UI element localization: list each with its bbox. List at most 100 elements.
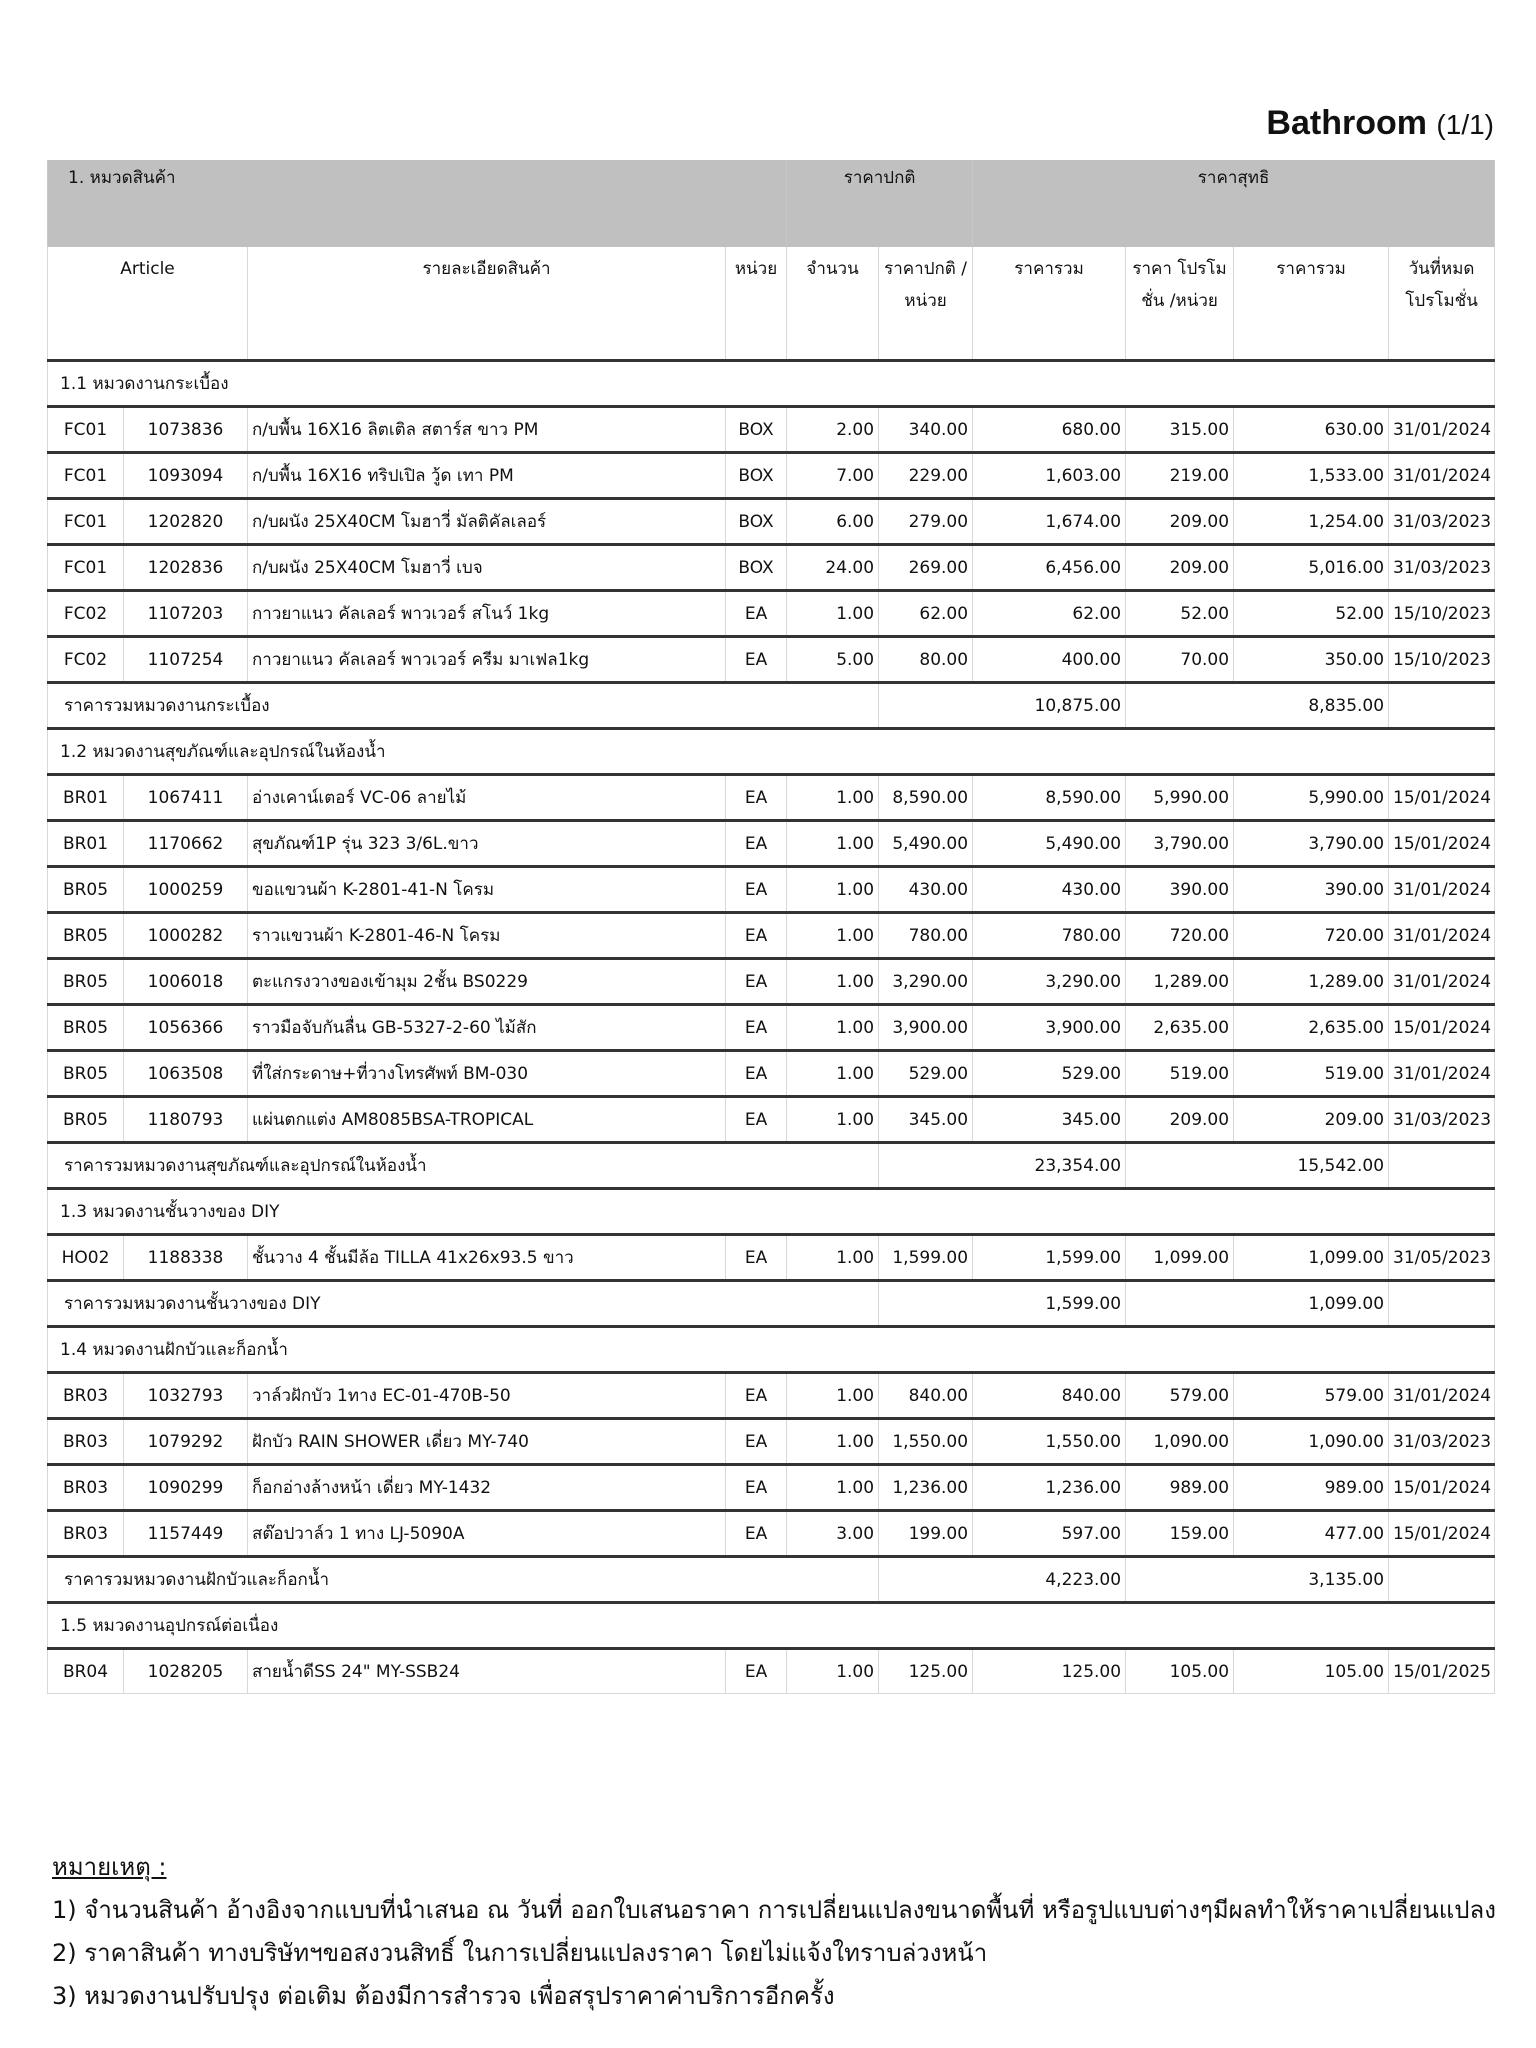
quantity: 24.00 bbox=[786, 544, 880, 592]
quantity: 6.00 bbox=[786, 498, 880, 546]
regular-unit-price: 430.00 bbox=[878, 866, 974, 914]
promo-end-date: 31/03/2023 bbox=[1388, 1418, 1496, 1466]
regular-total: 597.00 bbox=[972, 1510, 1127, 1558]
net-total: 1,254.00 bbox=[1233, 498, 1390, 546]
article-code: 1073836 bbox=[123, 406, 248, 454]
table-row: BR05 1006018 ตะแกรงวางของเข้ามุม 2ชั้น BS0… bbox=[47, 958, 1496, 1006]
unit: BOX bbox=[724, 452, 788, 500]
article-code: 1000282 bbox=[123, 912, 248, 960]
net-total: 1,090.00 bbox=[1233, 1418, 1390, 1466]
section-header: 1.1 หมวดงานกระเบื้อง bbox=[46, 360, 1496, 408]
table-row: FC01 1202820 ก/บผนัง 25X40CM โมฮาวี่ มัลติ… bbox=[47, 498, 1496, 546]
table-row: BR05 1056366 ราวมือจับกันลื่น GB-5327-2-60… bbox=[47, 1004, 1496, 1052]
promo-end-date: 15/01/2024 bbox=[1388, 1004, 1496, 1052]
promo-unit-price: 989.00 bbox=[1125, 1464, 1235, 1512]
unit: BOX bbox=[724, 544, 788, 592]
category-code: BR05 bbox=[47, 1050, 124, 1098]
article-code: 1090299 bbox=[123, 1464, 248, 1512]
group-regular-price: ราคาปกติ bbox=[786, 160, 974, 247]
article-code: 1032793 bbox=[123, 1372, 248, 1420]
article-code: 1157449 bbox=[123, 1510, 248, 1558]
unit: EA bbox=[724, 1510, 788, 1558]
promo-end-date: 31/05/2023 bbox=[1388, 1234, 1496, 1282]
net-total: 5,990.00 bbox=[1233, 774, 1390, 822]
net-total: 477.00 bbox=[1233, 1510, 1390, 1558]
quantity: 1.00 bbox=[786, 958, 880, 1006]
subtotal-regular: 1,599.00 bbox=[878, 1280, 1127, 1328]
quantity: 1.00 bbox=[786, 1648, 880, 1694]
section-title: 1.1 หมวดงานกระเบื้อง bbox=[46, 360, 1496, 408]
regular-total: 1,599.00 bbox=[972, 1234, 1127, 1282]
subtotal-net: 1,099.00 bbox=[1125, 1280, 1390, 1328]
table-row: HO02 1188338 ชั้นวาง 4 ชั้นมีล้อ TILLA 41x… bbox=[47, 1234, 1496, 1282]
regular-total: 840.00 bbox=[972, 1372, 1127, 1420]
regular-total: 680.00 bbox=[972, 406, 1127, 454]
description: ที่ใส่กระดาษ+ที่วางโทรศัพท์ BM-030 bbox=[247, 1050, 726, 1098]
promo-unit-price: 579.00 bbox=[1125, 1372, 1235, 1420]
description: วาล์วฝักบัว 1ทาง EC-01-470B-50 bbox=[247, 1372, 726, 1420]
regular-unit-price: 5,490.00 bbox=[878, 820, 974, 868]
notes: หมายเหตุ : 1) จำนวนสินค้า อ้างอิงจากแบบท… bbox=[52, 1846, 1496, 2018]
unit: EA bbox=[724, 1648, 788, 1694]
category-code: FC01 bbox=[47, 406, 124, 454]
promo-unit-price: 1,099.00 bbox=[1125, 1234, 1235, 1282]
promo-end-date: 31/01/2024 bbox=[1388, 406, 1496, 454]
header-band: 1. หมวดสินค้า ราคาปกติ ราคาสุทธิ bbox=[46, 160, 1496, 247]
category-code: BR05 bbox=[47, 866, 124, 914]
subtotal-regular: 10,875.00 bbox=[878, 682, 1127, 730]
regular-unit-price: 8,590.00 bbox=[878, 774, 974, 822]
promo-unit-price: 70.00 bbox=[1125, 636, 1235, 684]
regular-unit-price: 62.00 bbox=[878, 590, 974, 638]
regular-total: 8,590.00 bbox=[972, 774, 1127, 822]
promo-end-date: 31/01/2024 bbox=[1388, 912, 1496, 960]
quantity: 1.00 bbox=[786, 1096, 880, 1144]
unit: EA bbox=[724, 820, 788, 868]
quantity: 1.00 bbox=[786, 866, 880, 914]
regular-total: 1,550.00 bbox=[972, 1418, 1127, 1466]
promo-unit-price: 159.00 bbox=[1125, 1510, 1235, 1558]
unit: EA bbox=[724, 912, 788, 960]
promo-end-date: 15/01/2024 bbox=[1388, 774, 1496, 822]
promo-end-date: 31/03/2023 bbox=[1388, 1096, 1496, 1144]
section-header: 1.3 หมวดงานชั้นวางของ DIY bbox=[46, 1188, 1496, 1236]
quantity: 1.00 bbox=[786, 1050, 880, 1098]
section-header: 1.2 หมวดงานสุขภัณฑ์และอุปกรณ์ในห้องน้ำ bbox=[46, 728, 1496, 776]
article-code: 1170662 bbox=[123, 820, 248, 868]
regular-unit-price: 269.00 bbox=[878, 544, 974, 592]
article-code: 1063508 bbox=[123, 1050, 248, 1098]
quantity: 3.00 bbox=[786, 1510, 880, 1558]
subtotal-net: 8,835.00 bbox=[1125, 682, 1390, 730]
table-row: BR03 1090299 ก็อกอ่างล้างหน้า เดี่ยว MY-14… bbox=[47, 1464, 1496, 1512]
table-row: FC01 1073836 ก/บพื้น 16X16 ลิตเติล สตาร์ส … bbox=[47, 406, 1496, 454]
description: กาวยาแนว คัลเลอร์ พาวเวอร์ สโนว์ 1kg bbox=[247, 590, 726, 638]
regular-total: 6,456.00 bbox=[972, 544, 1127, 592]
net-total: 519.00 bbox=[1233, 1050, 1390, 1098]
unit: EA bbox=[724, 636, 788, 684]
description: กาวยาแนว คัลเลอร์ พาวเวอร์ ครีม มาเฟล1kg bbox=[247, 636, 726, 684]
article-code: 1107203 bbox=[123, 590, 248, 638]
category-code: BR03 bbox=[47, 1418, 124, 1466]
quantity: 5.00 bbox=[786, 636, 880, 684]
category-code: BR05 bbox=[47, 912, 124, 960]
regular-unit-price: 3,290.00 bbox=[878, 958, 974, 1006]
regular-total: 1,236.00 bbox=[972, 1464, 1127, 1512]
table-row: BR05 1063508 ที่ใส่กระดาษ+ที่วางโทรศัพท์ B… bbox=[47, 1050, 1496, 1098]
promo-unit-price: 105.00 bbox=[1125, 1648, 1235, 1694]
subtotal-regular: 23,354.00 bbox=[878, 1142, 1127, 1190]
unit: BOX bbox=[724, 498, 788, 546]
unit: EA bbox=[724, 1234, 788, 1282]
net-total: 52.00 bbox=[1233, 590, 1390, 638]
regular-unit-price: 345.00 bbox=[878, 1096, 974, 1144]
promo-unit-price: 519.00 bbox=[1125, 1050, 1235, 1098]
regular-unit-price: 229.00 bbox=[878, 452, 974, 500]
article-code: 1028205 bbox=[123, 1648, 248, 1694]
quantity: 1.00 bbox=[786, 1418, 880, 1466]
promo-unit-price: 2,635.00 bbox=[1125, 1004, 1235, 1052]
net-total: 2,635.00 bbox=[1233, 1004, 1390, 1052]
quantity: 7.00 bbox=[786, 452, 880, 500]
section-header: 1.5 หมวดงานอุปกรณ์ต่อเนื่อง bbox=[46, 1602, 1496, 1650]
quantity: 1.00 bbox=[786, 1004, 880, 1052]
unit: EA bbox=[724, 866, 788, 914]
article-code: 1000259 bbox=[123, 866, 248, 914]
subtotal-row: ราคารวมหมวดงานฝักบัวและก็อกน้ำ 4,223.00 3,… bbox=[46, 1556, 1496, 1604]
